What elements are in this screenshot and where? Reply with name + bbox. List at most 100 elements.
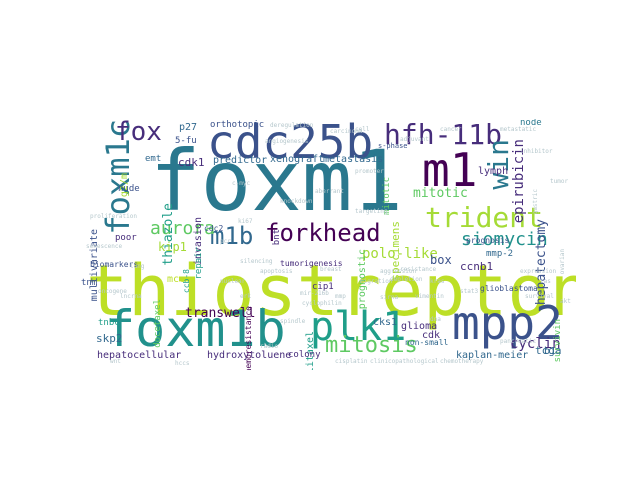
cloud-word: ras [540, 278, 551, 285]
cloud-word: aggression [380, 268, 417, 275]
cloud-word: apoptosis [260, 268, 293, 275]
cloud-word: stat3 [460, 288, 479, 295]
cloud-word: kaplan-meier [456, 350, 529, 361]
cloud-word: m1b [210, 222, 254, 250]
cloud-word: inhibitor [520, 148, 553, 155]
cloud-word: tumor [550, 178, 569, 185]
cloud-word: emt [145, 154, 162, 164]
cloud-word: mmp [335, 293, 346, 300]
cloud-word: bnt [272, 229, 282, 246]
cloud-word: deregulation [270, 122, 314, 129]
cloud-word: foxm1 [150, 132, 403, 230]
cloud-word: biomarkers [90, 260, 139, 269]
cloud-word: cdc2 [204, 224, 224, 233]
cloud-word: siomycin [461, 229, 548, 250]
cloud-word: b1 [544, 346, 557, 357]
cloud-word: ccb-8 [182, 269, 191, 294]
cloud-word: node [520, 119, 542, 128]
cloud-word: ccnb1 [460, 260, 494, 273]
cloud-word: oncogene [98, 288, 127, 295]
cloud-word: erk [240, 293, 251, 300]
cloud-word: ki67 [238, 218, 253, 225]
cloud-word: lymph [478, 166, 509, 177]
cloud-word: cip1 [312, 282, 334, 292]
cloud-word: adjuvant [400, 136, 429, 143]
cloud-word: chemotherapy [440, 358, 484, 365]
cloud-word: metastatic [500, 126, 537, 133]
cloud-word: kras [430, 278, 445, 285]
cloud-word: dna [430, 316, 441, 323]
cloud-word: aberrant [315, 188, 344, 195]
cloud-word: breast [320, 266, 342, 273]
cloud-word: m1 [422, 143, 478, 197]
cloud-word: hepatocellular [97, 350, 182, 361]
cloud-word: mir-216b [300, 290, 329, 297]
cloud-word: win [482, 139, 515, 190]
cloud-word: tumorigenesis [280, 259, 343, 268]
cloud-word: senescence [86, 243, 123, 250]
cloud-word: mcc [167, 274, 186, 285]
cloud-word: ovarian [559, 249, 566, 275]
cloud-word: forkhead [265, 219, 381, 247]
cloud-word: colony [288, 350, 321, 360]
cloud-word: nuclear [220, 278, 246, 285]
cloud-word: s-phase [378, 142, 408, 150]
cloud-word: spindle [280, 318, 306, 325]
cloud-word: clinicopathological [370, 358, 439, 365]
cloud-word: chemoresistance [244, 306, 253, 370]
cloud-word: thiostrepton [86, 250, 576, 332]
cloud-word: thiazole [161, 203, 176, 266]
cloud-word: knockdown [280, 198, 313, 205]
cloud-word: targeting [355, 208, 388, 215]
cloud-word: gastric [532, 189, 539, 215]
cloud-word: resistance [400, 266, 437, 273]
cloud-word: foxm1b [105, 300, 286, 358]
word-cloud: thiostrepton foxm1 foxm1b mpp2 cdc25b m1 plk1 f… [80, 119, 576, 370]
cloud-word: lncrna [120, 293, 142, 300]
cloud-word: predictor [213, 155, 268, 166]
cloud-word: nude [118, 184, 140, 194]
cloud-word: trident [425, 201, 544, 234]
cloud-word: aurora [150, 218, 216, 239]
cloud-word: orthotopic [210, 120, 265, 130]
cloud-word: mmp-2 [486, 249, 514, 259]
cloud-word: cancer [440, 126, 462, 133]
cloud-word: cdc25b [207, 119, 374, 169]
cloud-word: cks1 [373, 317, 398, 328]
cloud-word: xenograft [270, 154, 325, 165]
cloud-word: lung [130, 263, 145, 270]
cloud-word: vimentin [415, 293, 444, 300]
cloud-word: repair [194, 247, 204, 280]
cloud-word: glioblastoma [480, 284, 538, 293]
cloud-word: cdk [422, 330, 441, 341]
cloud-word: depletion [390, 276, 423, 283]
cloud-word: survival [525, 293, 554, 300]
cloud-word: cyclin [510, 336, 561, 352]
cloud-word: sirna [380, 294, 399, 301]
cloud-word: tcga [535, 344, 562, 357]
cloud-word: transwell [185, 306, 256, 321]
cloud-word: poor [115, 233, 137, 243]
cloud-word: carcinoma [330, 128, 363, 135]
cloud-word: akt [560, 298, 571, 305]
cloud-word: mitotic [413, 186, 468, 201]
cloud-word: prognosis [466, 236, 510, 245]
cloud-word: mitosis [325, 333, 418, 358]
cloud-word: glioma [401, 321, 438, 332]
cloud-word: hfh-11b [384, 119, 503, 151]
cloud-word: cdk1 [178, 156, 205, 169]
cloud-word: tnm [81, 278, 98, 288]
cloud-word: migration [360, 278, 393, 285]
cloud-word: wnt [110, 358, 121, 365]
cloud-word: cell [355, 126, 370, 133]
cloud-word: fox [115, 119, 162, 147]
cloud-word: polo-like [362, 246, 438, 262]
cloud-word: angiogenesis [265, 138, 309, 145]
cloud-word: pcr [220, 238, 231, 245]
cloud-word: silencing [240, 258, 273, 265]
cloud-word: c-myc [232, 180, 251, 187]
cloud-word: box [430, 253, 452, 267]
cloud-word: tnbc [98, 318, 120, 328]
cloud-word: plk1 [310, 304, 407, 350]
